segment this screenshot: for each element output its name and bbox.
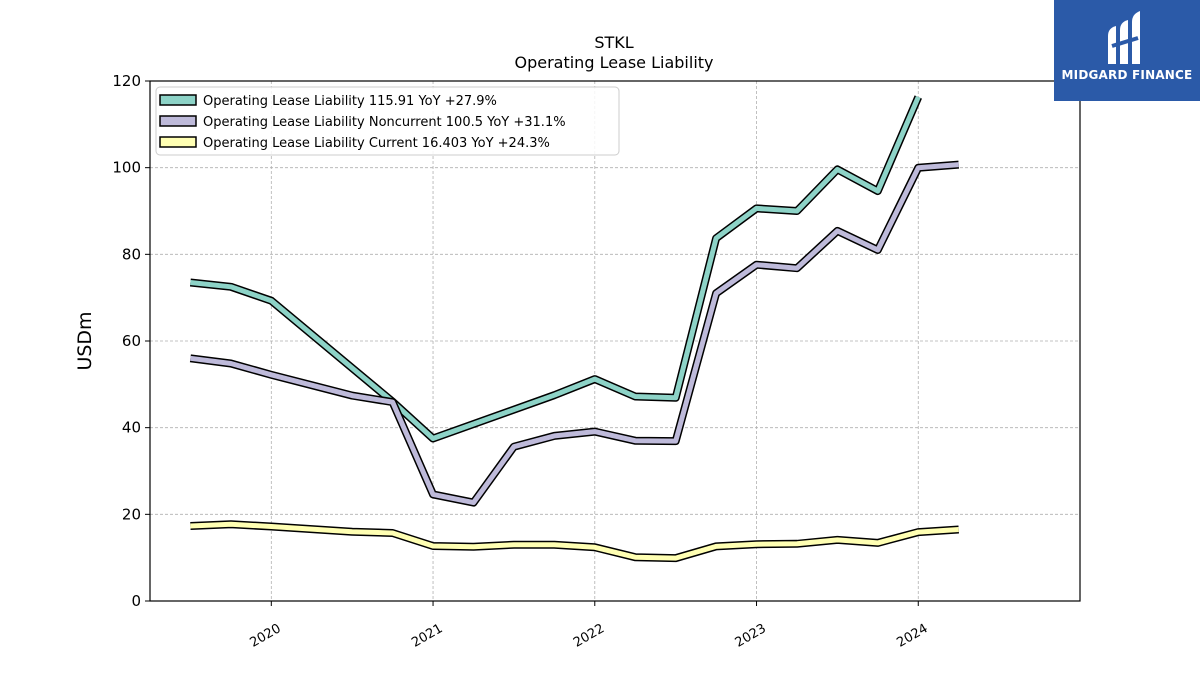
- series-line-1: [190, 96, 921, 441]
- legend: Operating Lease Liability 115.91 YoY +27…: [155, 86, 620, 156]
- y-tick-label: 60: [122, 332, 141, 350]
- x-tick-label: 2024: [894, 621, 930, 651]
- x-tick-label: 2023: [733, 621, 769, 651]
- y-tick-label: 120: [112, 72, 141, 90]
- legend-label-1: Operating Lease Liability 115.91 YoY +27…: [203, 94, 497, 109]
- series-line-2: [190, 162, 959, 506]
- chart-subtitle: Operating Lease Liability: [514, 53, 713, 72]
- y-axis-label: USDm: [74, 311, 96, 370]
- grid-lines: [150, 80, 1080, 601]
- y-tick-label: 20: [122, 505, 141, 523]
- legend-swatch-2: [159, 115, 197, 127]
- y-tick-label: 100: [112, 159, 141, 177]
- y-tick-label: 0: [131, 592, 141, 610]
- x-tick-label: 2021: [409, 621, 445, 651]
- legend-label-2: Operating Lease Liability Noncurrent 100…: [203, 115, 566, 130]
- y-tick-label: 80: [122, 245, 141, 263]
- brand-logo: MIDGARD FINANCE: [1054, 0, 1200, 101]
- y-axis: 0 20 40 60 80 100 120: [112, 72, 150, 610]
- series-line-3: [190, 521, 959, 561]
- chart-title: STKL: [594, 33, 633, 52]
- x-axis: 2020 2021 2022 2023 2024: [247, 601, 931, 651]
- legend-label-3: Operating Lease Liability Current 16.403…: [203, 136, 550, 151]
- legend-swatch-1: [159, 94, 197, 106]
- legend-swatch-3: [159, 136, 197, 148]
- logo-text: MIDGARD FINANCE: [1061, 68, 1193, 82]
- legend-box: [155, 86, 620, 156]
- series-layer: [189, 95, 960, 563]
- y-tick-label: 40: [122, 419, 141, 437]
- x-tick-label: 2020: [247, 621, 283, 651]
- logo-mark-icon: [1108, 11, 1140, 64]
- x-tick-label: 2022: [571, 621, 607, 651]
